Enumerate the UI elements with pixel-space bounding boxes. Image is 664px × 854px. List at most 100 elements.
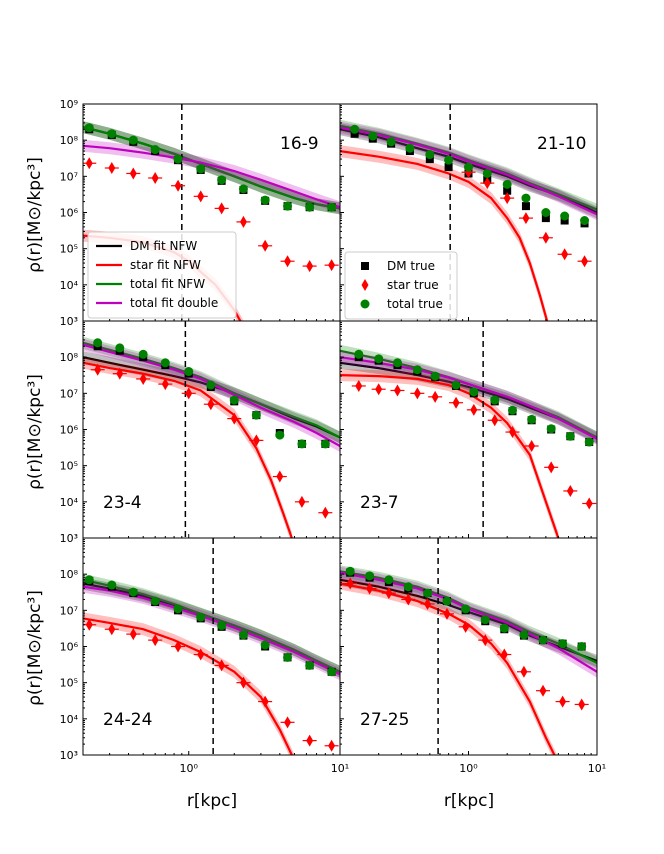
data-point: [509, 426, 517, 439]
data-point: [217, 621, 227, 631]
chart-panel-6: 27-25 10⁰ 10¹: [339, 537, 606, 775]
data-point: [385, 587, 393, 600]
data-point: [306, 260, 314, 273]
data-point: [320, 439, 330, 449]
data-point: [328, 259, 336, 272]
data-point: [328, 739, 336, 752]
data-point: [500, 648, 508, 661]
fit-line: [83, 585, 340, 676]
data-point: [365, 571, 375, 581]
data-point: [442, 596, 452, 606]
plot-area: [83, 538, 340, 755]
data-point: [405, 143, 415, 153]
chart-panel-4: 23-7: [339, 320, 598, 539]
data-point: [541, 208, 551, 217]
data-point: [197, 648, 205, 661]
data-point: [275, 430, 285, 440]
panel-title: 16-9: [280, 134, 319, 154]
data-point: [561, 248, 569, 261]
data-point: [297, 439, 307, 449]
data-point: [207, 398, 215, 411]
x-tick-label: 10⁰: [180, 762, 199, 775]
data-point: [469, 387, 479, 397]
data-point: [444, 155, 454, 165]
data-point: [238, 184, 248, 194]
y-tick-label: 10⁷: [60, 170, 78, 183]
data-point: [260, 195, 270, 205]
y-tick-label: 10⁹: [60, 98, 78, 111]
fit-band: [340, 121, 597, 221]
data-point: [115, 343, 125, 353]
fit-line: [340, 150, 549, 321]
data-point: [151, 171, 159, 184]
fit-line: [83, 361, 293, 538]
legend-label: total fit NFW: [130, 277, 205, 291]
data-point: [238, 630, 248, 640]
data-point: [107, 129, 117, 139]
data-point: [354, 349, 364, 359]
data-point: [581, 255, 589, 268]
data-point: [355, 379, 363, 392]
fit-band: [340, 369, 559, 538]
data-point: [196, 612, 206, 622]
data-point: [283, 201, 293, 211]
x-tick-label: 10¹: [331, 762, 349, 775]
data-point: [559, 695, 567, 708]
data-point: [260, 640, 270, 650]
fit-band: [83, 612, 295, 755]
y-tick-label: 10⁸: [60, 134, 79, 147]
y-tick-label: 10⁴: [60, 279, 79, 292]
data-point: [584, 437, 594, 447]
y-tick-label: 10³: [60, 749, 78, 762]
data-point: [528, 439, 536, 452]
data-point: [306, 734, 314, 747]
y-tick-label: 10⁸: [60, 568, 79, 581]
data-point: [542, 231, 550, 244]
legend-label: DM fit NFW: [130, 239, 197, 253]
fit-line: [83, 144, 340, 209]
data-point: [128, 587, 138, 597]
data-point: [251, 410, 261, 420]
data-point: [284, 255, 292, 268]
data-point: [480, 615, 490, 625]
fit-line: [83, 343, 340, 447]
data-point: [482, 168, 492, 178]
fit-line: [340, 374, 560, 538]
data-point: [128, 135, 138, 145]
data-point: [560, 211, 570, 221]
panel-title: 21-10: [537, 134, 586, 154]
data-point: [138, 349, 148, 359]
data-point: [85, 157, 93, 170]
y-axis-label-2: ρ(r)[M⊙/kpc³]: [25, 374, 45, 490]
y-tick-label: 10⁸: [60, 351, 79, 364]
y-tick-label: 10⁵: [60, 243, 78, 256]
data-point: [174, 179, 182, 192]
data-point: [580, 216, 590, 226]
fit-line: [83, 578, 340, 673]
panel-title: 23-7: [360, 493, 399, 513]
data-point: [305, 202, 315, 212]
data-point: [174, 640, 182, 653]
data-point: [261, 695, 269, 708]
data-point: [452, 396, 460, 409]
data-point: [519, 630, 529, 640]
fit-band: [340, 356, 597, 444]
x-axis-label-2: r[kpc]: [444, 791, 494, 811]
data-point: [161, 378, 169, 391]
y-tick-label: 10⁷: [60, 387, 78, 400]
y-tick-label: 10⁷: [60, 604, 78, 617]
data-point: [85, 618, 93, 631]
data-point: [577, 642, 587, 651]
legend-box: [87, 231, 237, 319]
legend-marker: [360, 299, 370, 309]
data-point: [578, 698, 586, 711]
data-point: [431, 390, 439, 403]
fit-band: [340, 119, 597, 216]
data-point: [173, 604, 183, 614]
panel-title: 23-4: [103, 493, 142, 513]
y-tick-label: 10⁵: [60, 460, 78, 473]
plot-area: [340, 104, 597, 321]
y-tick-label: 10⁴: [60, 496, 79, 509]
data-point: [252, 434, 260, 447]
fit-band: [340, 123, 597, 219]
